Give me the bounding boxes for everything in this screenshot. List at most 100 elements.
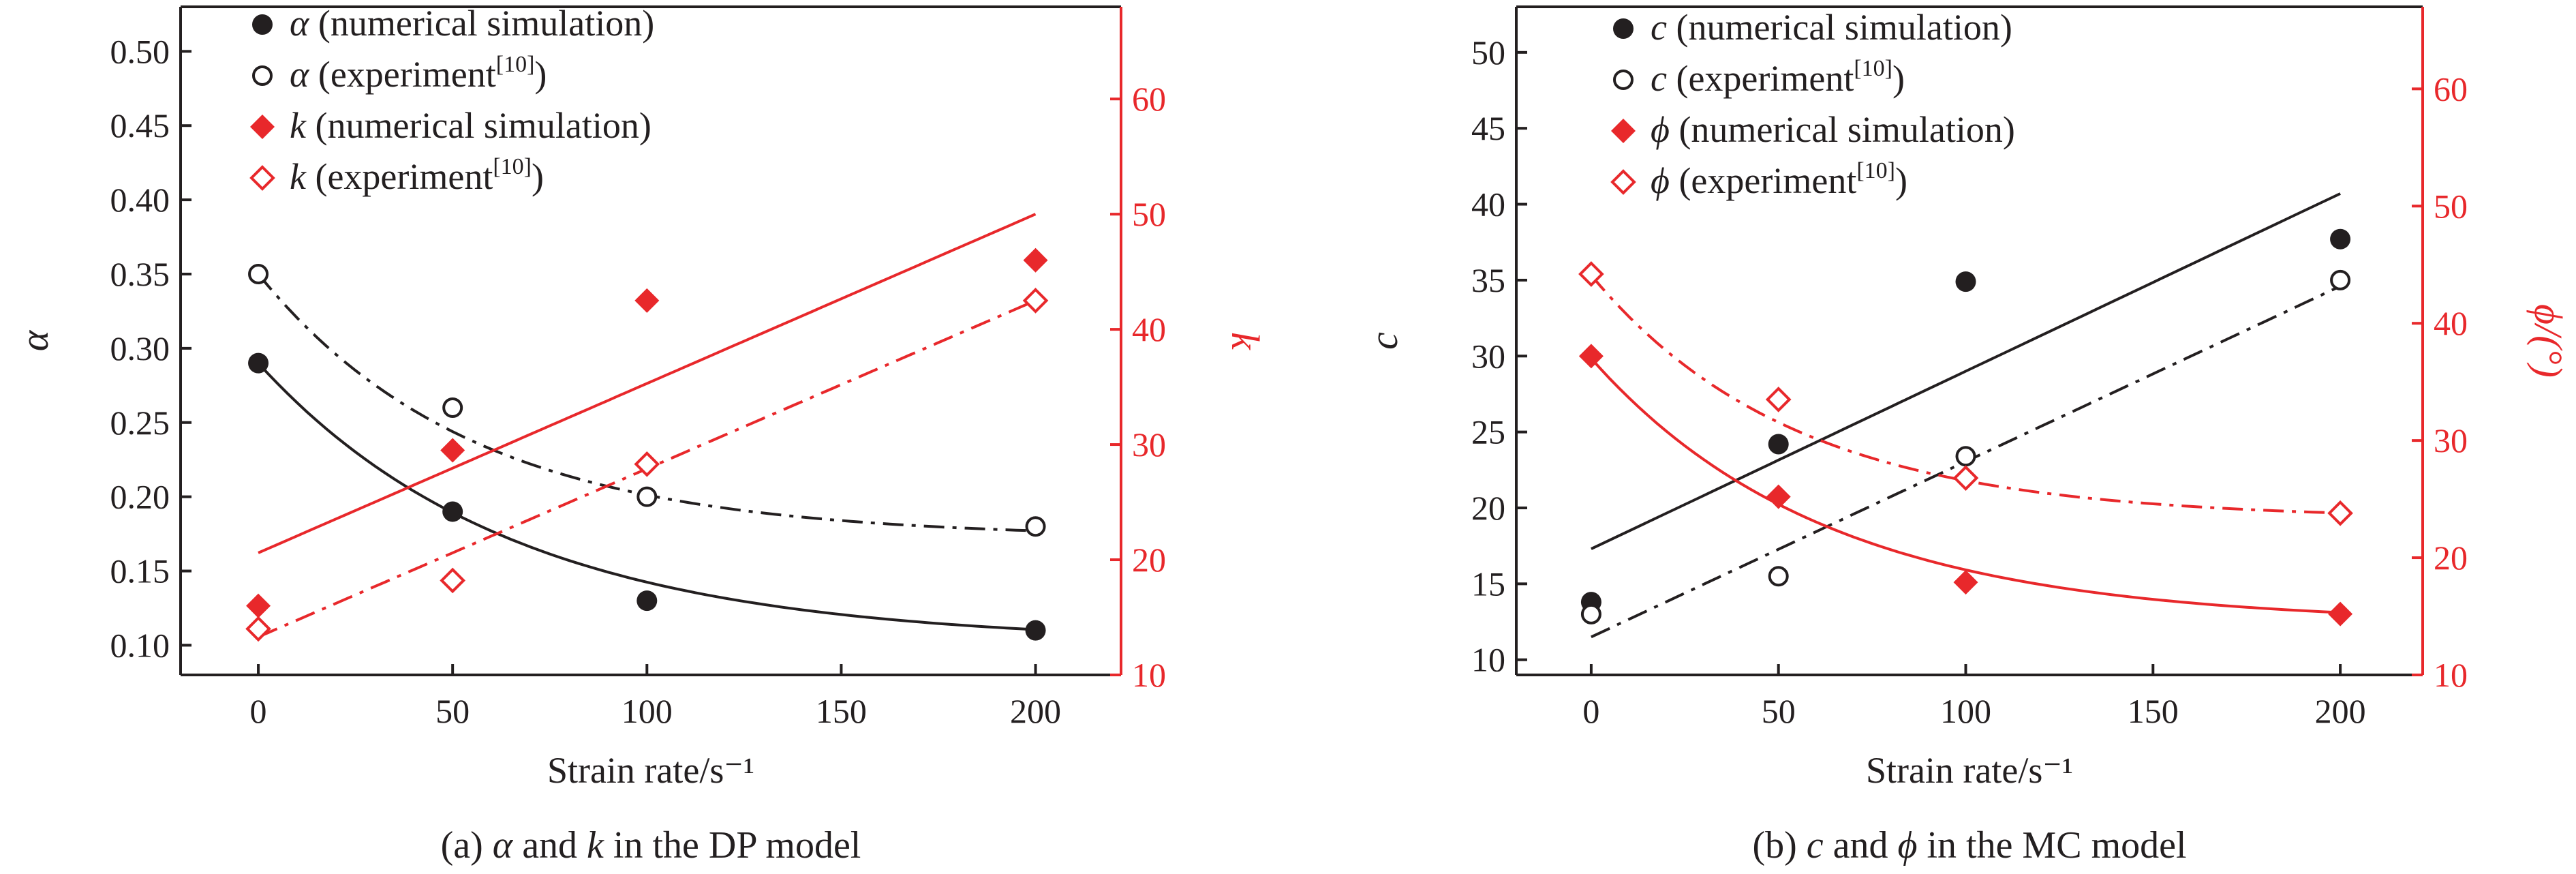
- y-right-axis-label: ϕ/(°): [2526, 304, 2571, 378]
- legend-entry: α (experiment[10]): [290, 52, 547, 95]
- data-point: [2328, 601, 2353, 627]
- data-point: [1765, 387, 1792, 412]
- data-point: [2327, 500, 2353, 526]
- y-right-tick-label: 10: [2434, 656, 2468, 694]
- legend-marker: [1611, 119, 1636, 143]
- y-left-tick-label: 0.20: [110, 478, 170, 516]
- y-left-tick-label: 0.30: [110, 329, 170, 367]
- legend-entry: c (experiment[10]): [1651, 56, 1905, 99]
- y-left-tick-label: 0.35: [110, 255, 170, 293]
- y-right-tick-label: 20: [2434, 539, 2468, 577]
- x-tick-label: 50: [1762, 692, 1796, 730]
- data-point: [1955, 271, 1976, 292]
- y-right-tick-label: 50: [2434, 187, 2468, 225]
- data-point: [2330, 269, 2351, 290]
- data-point: [637, 590, 658, 612]
- data-point: [637, 486, 658, 507]
- data-point: [1955, 446, 1976, 467]
- y-right-tick-label: 40: [2434, 304, 2468, 342]
- y-left-tick-label: 25: [1471, 413, 1505, 451]
- y-right-tick-label: 60: [1132, 80, 1166, 118]
- y-left-tick-label: 45: [1471, 109, 1505, 147]
- legend-marker: [249, 165, 275, 191]
- x-axis-label: Strain rate/s⁻¹: [1866, 750, 2073, 791]
- x-tick-label: 100: [622, 692, 673, 730]
- panel-a: 0 50 100 150 200 0.10 0.15 0.20 0.25 0.30 0.35 0.40…: [12, 3, 1268, 867]
- data-point: [248, 264, 269, 284]
- data-point: [440, 567, 466, 594]
- data-point: [1952, 465, 1979, 491]
- panel-b: 0 50 100 150 200 10 15 20 25 30 35 40 45 50 10 20 30 40 50…: [1362, 5, 2571, 867]
- x-axis-label: Strain rate/s⁻¹: [547, 750, 754, 791]
- y-left-tick-label: 0.15: [110, 552, 170, 590]
- data-point: [246, 593, 271, 618]
- y-left-tick-label: 20: [1471, 489, 1505, 527]
- x-tick-label: 150: [2128, 692, 2179, 730]
- data-point: [442, 397, 463, 418]
- data-point: [1953, 570, 1978, 595]
- data-point: [1025, 620, 1046, 641]
- legend-marker: [252, 14, 273, 35]
- panel-caption: (b) c and ϕ in the MC model: [1752, 824, 2186, 867]
- legend-marker: [1613, 70, 1634, 90]
- y-left-tick-label: 0.45: [110, 106, 170, 145]
- x-tick-label: 50: [435, 692, 470, 730]
- legend-entry: k (numerical simulation): [290, 105, 651, 146]
- data-point: [1578, 261, 1604, 287]
- legend-entry: α (numerical simulation): [290, 3, 654, 44]
- data-point: [2330, 228, 2351, 250]
- y-right-tick-label: 50: [1132, 195, 1166, 233]
- y-right-tick-label: 30: [1132, 425, 1166, 464]
- data-point: [1766, 484, 1791, 509]
- legend-marker: [1610, 169, 1636, 195]
- x-tick-label: 200: [1010, 692, 1061, 730]
- data-point: [1023, 247, 1048, 273]
- data-point: [1025, 516, 1046, 537]
- fit-line: [1590, 357, 2341, 614]
- x-tick-label: 0: [250, 692, 267, 730]
- data-point: [1578, 344, 1604, 369]
- fit-line: [1591, 192, 2341, 550]
- fit-line: [1590, 274, 2341, 515]
- legend-marker: [1613, 18, 1634, 39]
- y-right-tick-label: 20: [1132, 541, 1166, 579]
- data-point: [1768, 566, 1789, 587]
- data-point: [1022, 288, 1049, 314]
- y-left-tick-label: 0.10: [110, 626, 170, 664]
- legend-entry: c (numerical simulation): [1651, 7, 2012, 48]
- legend-marker: [252, 65, 273, 86]
- y-left-tick-label: 50: [1471, 33, 1505, 72]
- y-left-tick-label: 30: [1471, 337, 1505, 375]
- legend-entry: ϕ (experiment[10]): [1651, 158, 1907, 201]
- y-left-axis-label: c: [1362, 332, 1406, 350]
- y-left-tick-label: 35: [1471, 261, 1505, 299]
- data-point: [1768, 434, 1789, 455]
- y-right-axis-label: k: [1223, 332, 1268, 350]
- data-point: [440, 438, 465, 463]
- data-point: [1580, 603, 1601, 624]
- y-left-tick-label: 0.25: [110, 404, 170, 442]
- x-tick-label: 100: [1940, 692, 1991, 730]
- y-left-axis-label: α: [12, 329, 57, 351]
- fit-line: [258, 213, 1037, 554]
- x-tick-label: 150: [816, 692, 867, 730]
- y-right-tick-label: 60: [2434, 70, 2468, 108]
- data-point: [442, 501, 463, 522]
- y-left-tick-label: 15: [1471, 564, 1505, 603]
- y-right-tick-label: 40: [1132, 310, 1166, 348]
- data-point: [248, 352, 269, 374]
- y-left-tick-label: 0.50: [110, 32, 170, 70]
- panel-caption: (a) α and k in the DP model: [441, 824, 861, 867]
- fit-line: [257, 362, 1036, 631]
- legend-entry: ϕ (numerical simulation): [1651, 109, 2015, 150]
- y-right-tick-label: 30: [2434, 421, 2468, 459]
- x-tick-label: 0: [1582, 692, 1599, 730]
- y-left-tick-label: 10: [1471, 641, 1505, 679]
- data-point: [634, 451, 660, 477]
- legend-entry: k (experiment[10]): [290, 154, 544, 197]
- legend-marker: [250, 115, 275, 139]
- x-tick-label: 200: [2315, 692, 2366, 730]
- data-point: [634, 288, 660, 313]
- y-right-tick-label: 10: [1132, 656, 1166, 694]
